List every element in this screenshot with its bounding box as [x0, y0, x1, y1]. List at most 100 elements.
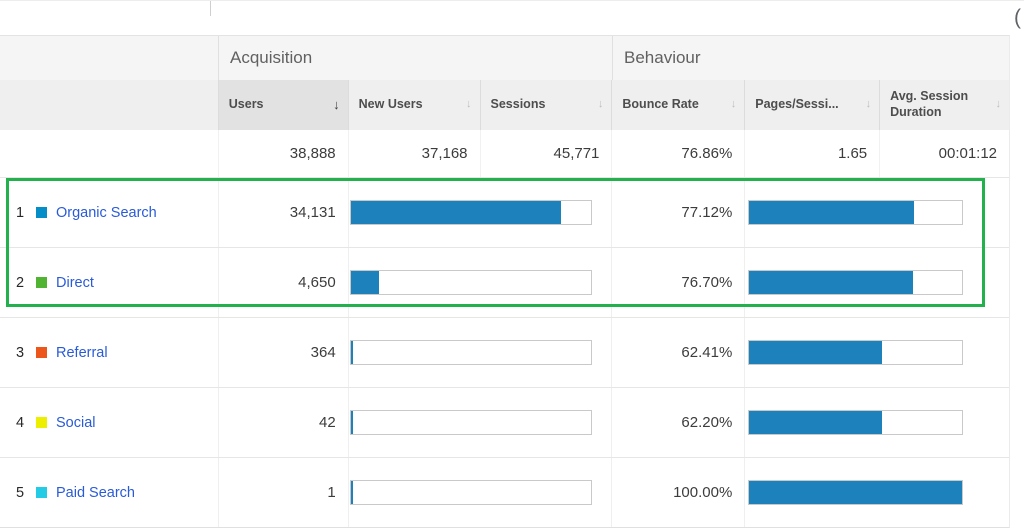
users-bar-fill: [350, 201, 562, 224]
table-row: 2 Direct 4,650 76.70%: [0, 247, 1009, 317]
users-bar-cell: [347, 388, 612, 457]
users-bar: [349, 340, 592, 365]
total-new-users: 37,168: [347, 130, 480, 177]
users-value: 4,650: [217, 248, 348, 317]
group-divider: [218, 36, 219, 80]
total-avg-session-duration: 00:01:12: [879, 130, 1009, 177]
bounce-bar-fill: [749, 201, 914, 224]
users-value: 1: [217, 458, 348, 527]
bounce-bar-cell: [744, 458, 1009, 527]
column-label: Pages/Sessi...: [755, 97, 839, 112]
series-color-swatch: [36, 277, 47, 288]
users-bar-fill: [350, 481, 353, 504]
channel-link[interactable]: Direct: [56, 274, 94, 291]
bounce-rate-value: 77.12%: [611, 178, 744, 247]
series-color-swatch: [36, 347, 47, 358]
column-header-avg-session-duration[interactable]: Avg. Session Duration ↓: [879, 80, 1010, 130]
column-header-row: Users ↓ New Users ↓ Sessions ↓ Bounce Ra…: [0, 80, 1010, 130]
sort-icon: ↓: [466, 98, 472, 111]
column-divider-tick: [210, 1, 211, 16]
column-label: Sessions: [490, 97, 546, 112]
row-label-cell: 5 Paid Search: [0, 458, 218, 527]
row-label-cell: 2 Direct: [0, 248, 218, 317]
users-bar: [349, 200, 592, 225]
column-header-sessions[interactable]: Sessions ↓: [479, 80, 612, 130]
bounce-bar-fill: [749, 271, 913, 294]
row-rank: 2: [16, 274, 25, 291]
users-bar-cell: [347, 318, 612, 387]
table-row: 3 Referral 364 62.41%: [0, 317, 1009, 387]
series-color-swatch: [36, 417, 47, 428]
bounce-bar-cell: [744, 178, 1009, 247]
bounce-bar-fill: [749, 481, 963, 504]
row-rank: 4: [16, 414, 25, 431]
channels-data-table: Acquisition Behaviour Users ↓ New Users …: [0, 35, 1010, 528]
users-bar: [349, 270, 592, 295]
users-bar-fill: [350, 341, 354, 364]
users-bar: [349, 410, 592, 435]
series-color-swatch: [36, 207, 47, 218]
column-label: New Users: [358, 97, 423, 112]
bounce-bar: [748, 480, 964, 505]
users-bar-fill: [350, 411, 353, 434]
table-row: 5 Paid Search 1 100.00%: [0, 457, 1009, 527]
bounce-bar: [748, 200, 964, 225]
channel-link[interactable]: Social: [56, 414, 96, 431]
totals-stub: [0, 130, 218, 177]
table-row: 4 Social 42 62.20%: [0, 387, 1009, 457]
sort-icon: ↓: [730, 98, 737, 111]
column-header-pages-session[interactable]: Pages/Sessi... ↓: [744, 80, 880, 130]
row-label-cell: 4 Social: [0, 388, 218, 457]
sort-icon: ↓: [597, 98, 604, 111]
row-rank: 3: [16, 344, 25, 361]
column-header-users[interactable]: Users ↓: [217, 80, 348, 130]
column-label: Users: [228, 97, 264, 112]
bounce-rate-value: 62.41%: [611, 318, 744, 387]
bounce-bar: [748, 340, 964, 365]
bounce-rate-value: 76.70%: [611, 248, 744, 317]
row-label-cell: 3 Referral: [0, 318, 218, 387]
column-label: Avg. Session Duration: [890, 89, 969, 119]
group-divider: [612, 36, 613, 80]
users-bar-cell: [347, 178, 612, 247]
bounce-bar-cell: [744, 388, 1009, 457]
total-sessions: 45,771: [479, 130, 612, 177]
users-bar-cell: [347, 248, 612, 317]
column-label: Bounce Rate: [622, 97, 699, 112]
channel-link[interactable]: Paid Search: [56, 484, 135, 501]
sort-desc-icon: ↓: [333, 96, 340, 112]
row-label-cell: 1 Organic Search: [0, 178, 218, 247]
bounce-bar-fill: [749, 411, 882, 434]
sort-icon: ↓: [995, 98, 1002, 111]
users-bar-cell: [347, 458, 612, 527]
channel-link[interactable]: Organic Search: [56, 204, 157, 221]
group-label-behaviour: Behaviour: [624, 48, 701, 67]
users-value: 364: [217, 318, 348, 387]
channel-link[interactable]: Referral: [56, 344, 108, 361]
bounce-bar: [748, 270, 964, 295]
sort-icon: ↓: [865, 98, 872, 111]
row-rank: 1: [16, 204, 25, 221]
users-bar-fill: [350, 271, 380, 294]
series-color-swatch: [36, 487, 47, 498]
column-header-new-users[interactable]: New Users ↓: [347, 80, 480, 130]
bounce-rate-value: 100.00%: [611, 458, 744, 527]
column-header-bounce-rate[interactable]: Bounce Rate ↓: [611, 80, 745, 130]
users-value: 34,131: [217, 178, 348, 247]
total-users: 38,888: [217, 130, 348, 177]
bounce-bar: [748, 410, 964, 435]
group-label-acquisition: Acquisition: [230, 48, 313, 67]
users-value: 42: [217, 388, 348, 457]
totals-row: 38,888 37,168 45,771 76.86% 1.65 00:01:1…: [0, 130, 1009, 177]
bounce-bar-cell: [744, 318, 1009, 387]
total-bounce-rate: 76.86%: [611, 130, 744, 177]
bounce-bar-fill: [749, 341, 883, 364]
row-label-column-stub: [0, 80, 218, 130]
bounce-bar-cell: [744, 248, 1009, 317]
table-row: 1 Organic Search 34,131 77.12%: [0, 177, 1009, 247]
total-pages-session: 1.65: [744, 130, 879, 177]
partial-control-glyph: (: [1014, 6, 1021, 29]
row-rank: 5: [16, 484, 25, 501]
top-strip: (: [0, 0, 1024, 35]
